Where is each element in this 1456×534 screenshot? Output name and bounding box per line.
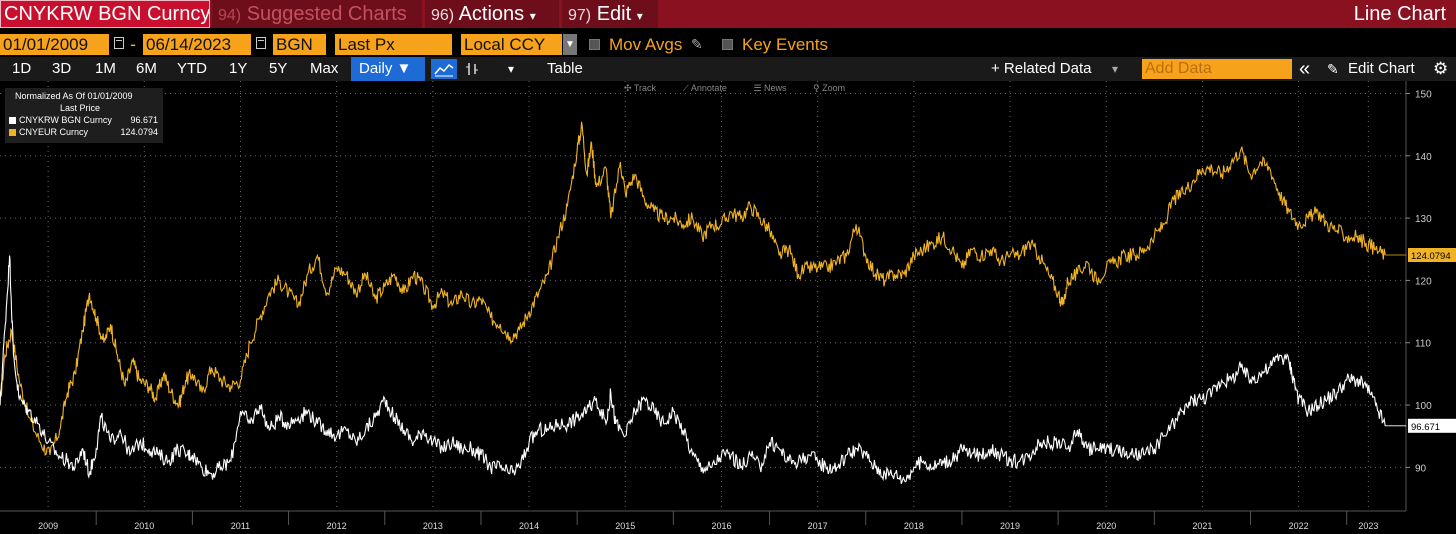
actions-label: Actions: [458, 3, 525, 25]
period-1d[interactable]: 1D: [12, 60, 32, 77]
news-tool-label: News: [764, 83, 787, 93]
key-events-label[interactable]: Key Events: [742, 35, 828, 54]
frequency-daily-button[interactable]: Daily ▼: [351, 57, 425, 81]
x-tick-label: 2020: [1096, 521, 1116, 531]
security-ticker-field[interactable]: CNYKRW BGN Curncy: [0, 0, 210, 28]
legend-last-price-label: Last Price: [60, 103, 101, 113]
edit-menu[interactable]: 97) Edit ▾: [562, 0, 658, 28]
edit-chart-pencil-icon[interactable]: ✎: [1327, 61, 1339, 77]
zoom-tool[interactable]: ⚲ Zoom: [813, 83, 846, 93]
x-tick-label: 2013: [423, 521, 443, 531]
legend-name-cnyeur: CNYEUR Curncy: [19, 127, 89, 137]
x-tick-label: 2014: [519, 521, 539, 531]
x-tick-label: 2019: [1000, 521, 1020, 531]
currency-select[interactable]: Local CCY: [461, 34, 562, 55]
legend-value-cnykrw: 96.671: [130, 115, 158, 125]
price-field[interactable]: Last Px: [335, 34, 452, 55]
edit-number: 97): [568, 7, 592, 24]
x-tick-label: 2012: [327, 521, 347, 531]
end-calendar-icon[interactable]: [256, 37, 266, 49]
toolbar-row: 1D 3D 1M 6M YTD 1Y 5Y Max Daily ▼ ▾ Tabl…: [0, 57, 1456, 81]
start-calendar-icon[interactable]: [114, 37, 124, 49]
y-tick-label: 100: [1415, 401, 1432, 412]
edit-label: Edit: [596, 3, 632, 25]
actions-menu[interactable]: 96) Actions ▾: [425, 0, 559, 28]
last-value-badge: [1408, 247, 1456, 262]
x-tick-label: 2023: [1358, 521, 1378, 531]
actions-caret-icon: ▾: [529, 9, 536, 23]
last-value-label: 124.0794: [1411, 251, 1451, 262]
start-date-field[interactable]: 01/01/2009: [0, 34, 109, 55]
end-date-field[interactable]: 06/14/2023: [143, 34, 251, 55]
suggested-charts-menu[interactable]: 94) Suggested Charts: [212, 0, 422, 28]
top-bar: CNYKRW BGN Curncy 94) Suggested Charts 9…: [0, 0, 1456, 28]
settings-gear-icon[interactable]: ⚙: [1433, 59, 1449, 78]
legend-swatch-cnykrw: [9, 117, 16, 124]
x-tick-label: 2010: [134, 521, 154, 531]
key-events-checkbox[interactable]: [722, 39, 733, 50]
date-separator: -: [130, 34, 136, 54]
suggested-charts-number: 94): [218, 7, 242, 24]
series-line-cnyeur: [0, 121, 1386, 456]
x-tick-label: 2015: [615, 521, 635, 531]
annotate-tool[interactable]: ⟋ Annotate: [682, 83, 727, 93]
table-button[interactable]: Table: [547, 60, 583, 77]
legend-value-cnyeur: 124.0794: [120, 127, 158, 137]
x-tick-label: 2017: [808, 521, 828, 531]
track-tool[interactable]: ✣ Track: [624, 83, 657, 93]
period-5y[interactable]: 5Y: [269, 60, 288, 77]
y-tick-label: 140: [1415, 152, 1432, 163]
y-tick-label: 120: [1415, 276, 1432, 287]
period-6m[interactable]: 6M: [136, 60, 157, 77]
x-tick-label: 2018: [904, 521, 924, 531]
line-chart-type-icon[interactable]: [431, 59, 457, 79]
x-tick-label: 2011: [231, 521, 250, 531]
x-tick-label: 2009: [38, 521, 58, 531]
add-data-input[interactable]: Add Data: [1142, 59, 1292, 79]
edit-caret-icon: ▾: [636, 9, 643, 23]
y-axis-strip: [1406, 81, 1456, 534]
news-tool[interactable]: ☰ News: [753, 83, 787, 93]
last-value-badge: [1408, 418, 1456, 433]
y-tick-label: 90: [1415, 463, 1427, 474]
related-data-button[interactable]: + Related Data: [991, 60, 1092, 77]
x-tick-label: 2016: [711, 521, 731, 531]
period-max[interactable]: Max: [310, 60, 339, 77]
last-value-label: 96.671: [1411, 422, 1440, 433]
edit-chart-button[interactable]: Edit Chart: [1348, 60, 1415, 77]
pencil-icon[interactable]: ✎: [691, 36, 703, 52]
chart-tools: ✣ Track ⟋ Annotate ☰ News ⚲ Zoom: [624, 83, 869, 95]
period-1m[interactable]: 1M: [95, 60, 116, 77]
period-1y[interactable]: 1Y: [229, 60, 248, 77]
zoom-tool-label: Zoom: [822, 83, 846, 93]
legend-normalized-label: Normalized As Of 01/01/2009: [15, 91, 133, 101]
mov-avgs-checkbox[interactable]: [589, 39, 600, 50]
series-line-cnykrw: [0, 255, 1386, 484]
period-ytd[interactable]: YTD: [177, 60, 207, 77]
legend-name-cnykrw: CNYKRW BGN Curncy: [19, 115, 112, 125]
annotate-tool-label: Annotate: [690, 83, 727, 93]
collapse-icon[interactable]: «: [1299, 58, 1311, 80]
period-3d[interactable]: 3D: [52, 60, 72, 77]
x-tick-label: 2021: [1192, 521, 1212, 531]
y-tick-label: 150: [1415, 89, 1432, 100]
track-tool-label: Track: [633, 83, 657, 93]
currency-dropdown-icon[interactable]: ▼: [563, 34, 577, 55]
legend-swatch-cnyeur: [9, 129, 16, 136]
chart-legend: Normalized As Of 01/01/2009 Last Price C…: [5, 88, 163, 143]
source-field[interactable]: BGN: [273, 34, 326, 55]
bar-chart-type-icon[interactable]: [460, 59, 486, 79]
mov-avgs-label[interactable]: Mov Avgs: [609, 35, 683, 54]
related-data-caret-icon[interactable]: ▾: [1112, 62, 1119, 76]
y-tick-label: 130: [1415, 214, 1432, 225]
line-chart[interactable]: 90 100 110 120 130 140 150 2009 2010 2011 2012 2013…: [0, 81, 1456, 534]
suggested-charts-label: Suggested Charts: [246, 3, 407, 25]
settings-row: 01/01/2009 - 06/14/2023 BGN Last Px Loca…: [0, 32, 1456, 56]
actions-number: 96): [431, 7, 455, 24]
x-tick-label: 2022: [1289, 521, 1309, 531]
chart-type-dropdown-icon[interactable]: ▾: [508, 62, 515, 76]
y-tick-label: 110: [1415, 339, 1431, 350]
page-title: Line Chart: [1353, 3, 1446, 25]
